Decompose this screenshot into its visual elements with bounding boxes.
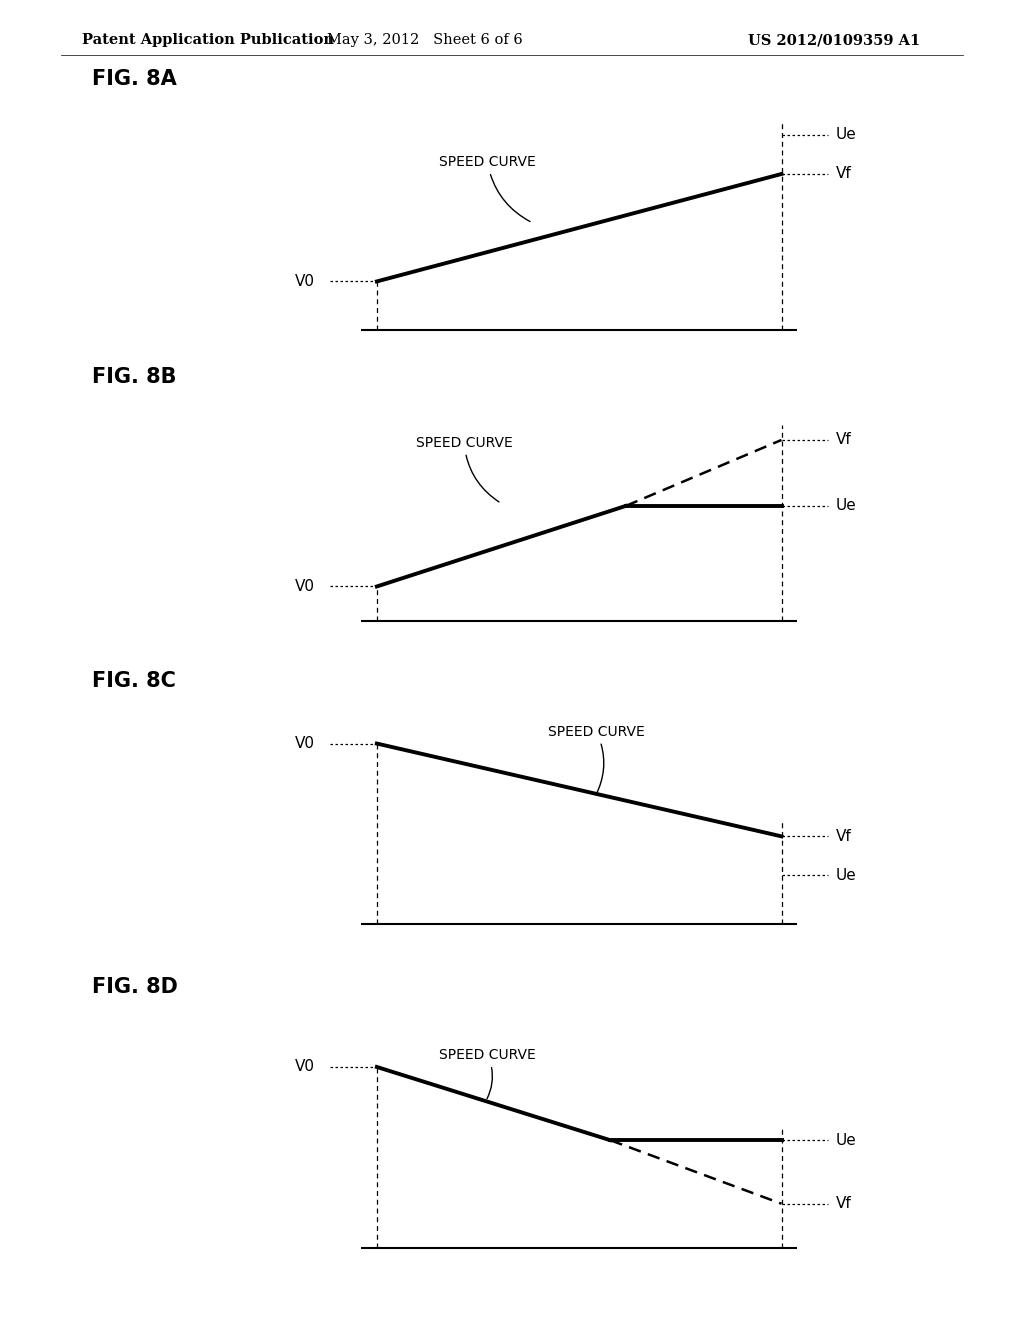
- Text: Ue: Ue: [836, 128, 857, 143]
- Text: FIG. 8B: FIG. 8B: [92, 367, 177, 387]
- Text: SPEED CURVE: SPEED CURVE: [416, 436, 512, 502]
- Text: FIG. 8D: FIG. 8D: [92, 977, 178, 997]
- Text: Patent Application Publication: Patent Application Publication: [82, 33, 334, 48]
- Text: V0: V0: [295, 1060, 314, 1074]
- Text: SPEED CURVE: SPEED CURVE: [439, 154, 536, 222]
- Text: FIG. 8A: FIG. 8A: [92, 69, 177, 88]
- Text: Ue: Ue: [836, 499, 857, 513]
- Text: Vf: Vf: [836, 166, 852, 181]
- Text: FIG. 8C: FIG. 8C: [92, 671, 176, 690]
- Text: SPEED CURVE: SPEED CURVE: [548, 725, 645, 795]
- Text: V0: V0: [295, 737, 314, 751]
- Text: SPEED CURVE: SPEED CURVE: [439, 1048, 536, 1098]
- Text: Ue: Ue: [836, 1133, 857, 1147]
- Text: Vf: Vf: [836, 829, 852, 843]
- Text: May 3, 2012   Sheet 6 of 6: May 3, 2012 Sheet 6 of 6: [327, 33, 523, 48]
- Text: Ue: Ue: [836, 869, 857, 883]
- Text: Vf: Vf: [836, 433, 852, 447]
- Text: V0: V0: [295, 275, 314, 289]
- Text: Vf: Vf: [836, 1196, 852, 1212]
- Text: US 2012/0109359 A1: US 2012/0109359 A1: [748, 33, 920, 48]
- Text: V0: V0: [295, 579, 314, 594]
